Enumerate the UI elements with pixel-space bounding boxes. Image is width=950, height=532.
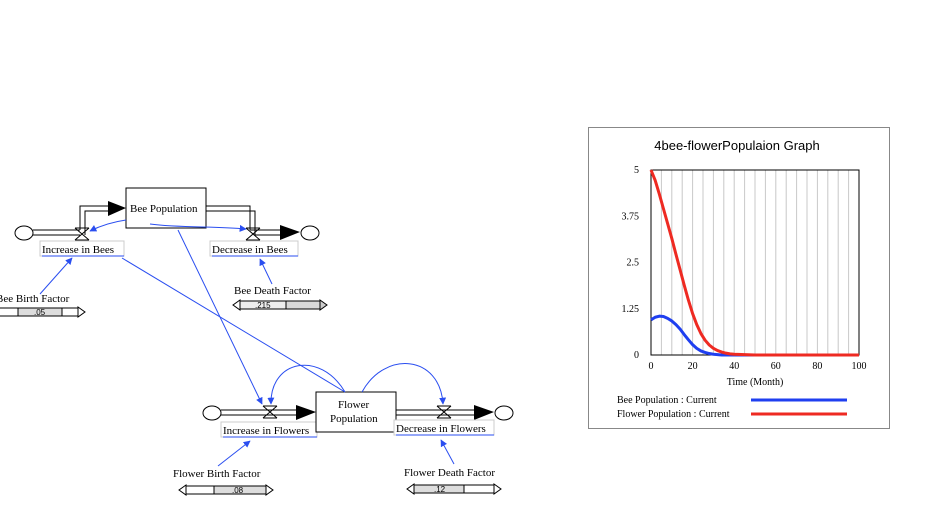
y-tick-label: 2.5 bbox=[627, 258, 640, 269]
valve-icon bbox=[262, 405, 278, 419]
population-chart: 4bee-flowerPopulaion Graph 5 3.75 2.5 1.25 0… bbox=[617, 138, 867, 420]
y-tick-label: 5 bbox=[634, 165, 639, 176]
link-bee-death-to-decrease bbox=[259, 258, 273, 285]
bee-birth-factor-slider[interactable]: Bee Birth Factor .05 bbox=[0, 293, 86, 318]
flower-population-stock[interactable]: Flower Population bbox=[315, 391, 397, 433]
causal-links bbox=[39, 219, 455, 467]
valve-icon bbox=[245, 227, 261, 241]
population-graph-panel: 4bee-flowerPopulaion Graph 5 3.75 2.5 1.25 0… bbox=[588, 127, 890, 429]
decrease-in-bees-flow[interactable]: Decrease in Bees bbox=[206, 205, 320, 257]
legend-label: Flower Population : Current bbox=[617, 409, 730, 420]
x-tick-label: 100 bbox=[852, 361, 867, 372]
x-axis-label: Time (Month) bbox=[727, 377, 784, 388]
bee-death-factor-slider[interactable]: Bee Death Factor .215 bbox=[232, 285, 328, 311]
y-tick-label: 0 bbox=[634, 350, 639, 361]
increase-in-flowers-label: Increase in Flowers bbox=[223, 425, 309, 437]
chart-series bbox=[649, 169, 859, 357]
x-tick-label: 80 bbox=[812, 361, 822, 372]
decrease-in-flowers-flow[interactable]: Decrease in Flowers bbox=[393, 405, 514, 436]
valve-icon bbox=[74, 227, 90, 241]
x-tick-label: 40 bbox=[729, 361, 739, 372]
chart-title: 4bee-flowerPopulaion Graph bbox=[654, 138, 820, 153]
flow-arrow-icon bbox=[296, 405, 316, 420]
flow-arrow-icon bbox=[474, 405, 494, 420]
increase-in-flowers-flow[interactable]: Increase in Flowers bbox=[202, 405, 318, 438]
cloud-icon bbox=[202, 405, 222, 421]
cloud-icon bbox=[494, 405, 514, 421]
link-bee-pop-to-decrease bbox=[149, 223, 247, 232]
flower-birth-factor-slider[interactable]: Flower Birth Factor .08 bbox=[173, 468, 274, 496]
cloud-icon bbox=[14, 225, 34, 241]
bee-death-factor-label: Bee Death Factor bbox=[234, 285, 311, 297]
flower-birth-factor-value: .08 bbox=[232, 486, 244, 495]
flower-population-label-line1: Flower bbox=[338, 399, 370, 411]
increase-in-bees-flow[interactable]: Increase in Bees bbox=[14, 201, 126, 257]
flower-population-label-line2: Population bbox=[330, 413, 378, 425]
flower-death-factor-value: .12 bbox=[434, 485, 446, 494]
y-tick-label: 1.25 bbox=[622, 304, 640, 315]
flower-death-factor-slider[interactable]: Flower Death Factor .12 bbox=[404, 467, 502, 495]
link-bee-birth-to-increase bbox=[39, 257, 73, 295]
link-flower-pop-to-increase-flowers bbox=[267, 364, 346, 405]
cloud-icon bbox=[300, 225, 320, 241]
x-axis-ticks: 0 20 40 60 80 100 bbox=[649, 361, 867, 372]
link-bee-pop-to-increase bbox=[89, 219, 127, 232]
chart-grid bbox=[660, 170, 850, 355]
x-tick-label: 0 bbox=[649, 361, 654, 372]
bee-population-label: Bee Population bbox=[130, 203, 198, 215]
flower-birth-factor-label: Flower Birth Factor bbox=[173, 468, 261, 480]
decrease-in-flowers-label: Decrease in Flowers bbox=[396, 423, 486, 435]
flower-population-series bbox=[649, 169, 859, 357]
bee-population-stock[interactable]: Bee Population bbox=[125, 187, 207, 229]
bee-birth-factor-value: .05 bbox=[34, 308, 46, 317]
flow-arrow-icon bbox=[108, 201, 126, 216]
link-flower-pop-to-decrease-flowers bbox=[361, 363, 447, 405]
valve-icon bbox=[436, 405, 452, 419]
link-flower-death-to-decrease bbox=[440, 439, 455, 465]
bee-death-factor-value: .215 bbox=[255, 301, 271, 310]
link-flower-birth-to-increase bbox=[217, 440, 251, 467]
flow-arrow-icon bbox=[280, 225, 300, 240]
legend-label: Bee Population : Current bbox=[617, 395, 717, 406]
bee-birth-factor-label: Bee Birth Factor bbox=[0, 293, 70, 305]
x-tick-label: 60 bbox=[771, 361, 781, 372]
decrease-in-bees-label: Decrease in Bees bbox=[212, 244, 288, 256]
y-axis-ticks: 5 3.75 2.5 1.25 0 bbox=[622, 165, 640, 361]
chart-legend: Bee Population : Current Flower Populatio… bbox=[617, 395, 847, 420]
link-increase-bees-to-decrease-flowers bbox=[121, 257, 346, 393]
increase-in-bees-label: Increase in Bees bbox=[42, 244, 114, 256]
x-tick-label: 20 bbox=[688, 361, 698, 372]
flower-death-factor-label: Flower Death Factor bbox=[404, 467, 495, 479]
y-tick-label: 3.75 bbox=[622, 211, 640, 222]
